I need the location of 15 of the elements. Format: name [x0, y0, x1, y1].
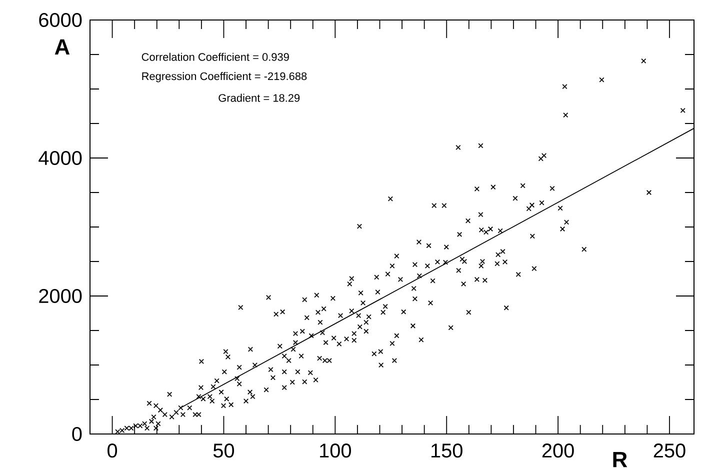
- x-tick-label: 200: [542, 444, 574, 458]
- x-tick-label: 0: [108, 444, 118, 458]
- x-axis-title: R: [613, 452, 628, 468]
- y-tick-label: 0: [72, 426, 82, 442]
- x-tick-label: 150: [432, 444, 462, 458]
- y-tick-label: 2000: [39, 288, 82, 304]
- x-tick-label: 250: [654, 444, 686, 458]
- annotation: Regression Coefficient = -219.688: [142, 72, 307, 82]
- y-tick-label: 4000: [38, 150, 82, 166]
- x-tick-label: 100: [320, 444, 351, 458]
- annotation: Correlation Coefficient = 0.939: [142, 52, 289, 61]
- y-axis-title: A: [54, 39, 70, 54]
- y-tick-label: 6000: [39, 12, 82, 28]
- x-tick-label: 50: [213, 444, 234, 458]
- annotation: Gradient = 18.29: [218, 94, 300, 102]
